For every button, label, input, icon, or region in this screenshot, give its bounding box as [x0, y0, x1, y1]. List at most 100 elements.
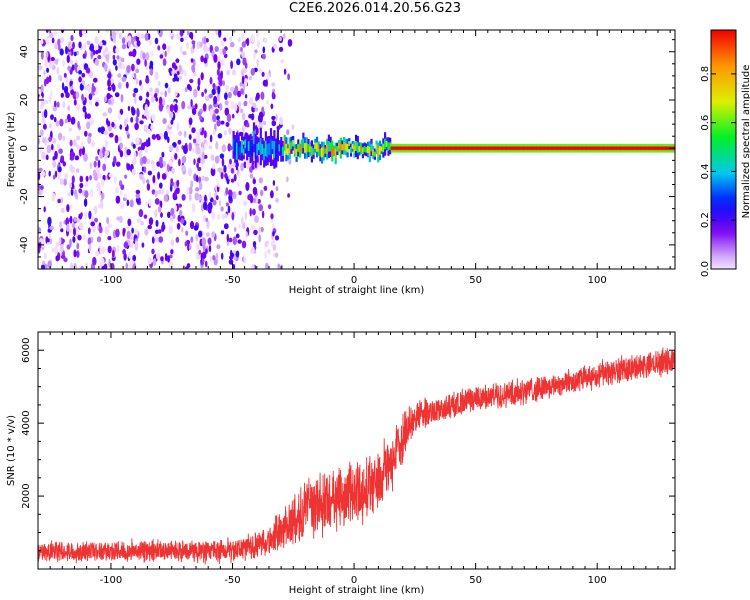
spectrogram-noise-cell [87, 227, 91, 235]
spectrogram-noise-cell [271, 120, 277, 127]
spectrogram-noise-cell [233, 250, 237, 255]
spectrogram-noise-cell [203, 36, 207, 45]
carrier-core [263, 148, 266, 161]
spectrogram-noise-cell [115, 30, 120, 36]
spectrogram-noise-cell [191, 108, 197, 115]
spectrogram-noise-cell [264, 241, 268, 248]
spectrogram-noise-cell [157, 189, 162, 195]
spectrogram-noise-cell [115, 186, 119, 194]
spectrogram-noise-cell [213, 54, 218, 63]
spectrogram-noise-cell [140, 33, 145, 39]
spectrogram-noise-cell [54, 43, 59, 50]
spectrogram-noise-cell [229, 41, 235, 48]
spectrogram-noise-cell [69, 151, 74, 159]
spectrogram-noise-cell [228, 194, 233, 202]
spectrogram-noise-cell [209, 134, 213, 143]
carrier-core [278, 144, 281, 152]
spectrogram-noise-cell [170, 119, 174, 125]
spectrogram-noise-cell [104, 46, 109, 53]
spectrogram-noise-cell [130, 260, 135, 265]
spectrogram-noise-cell [159, 54, 164, 59]
spectrogram-noise-cell [64, 173, 69, 178]
spectrogram-noise-cell [287, 73, 290, 81]
spectrogram-noise-cell [204, 46, 210, 52]
spectrogram-noise-cell [212, 129, 216, 136]
spectrogram-noise-cell [167, 255, 171, 263]
spectrogram-noise-cell [41, 118, 46, 124]
spectrogram-noise-cell [197, 111, 202, 117]
spectrogram-noise-cell [43, 252, 47, 260]
spectrogram-noise-cell [230, 252, 234, 258]
spectrogram-noise-cell [170, 239, 175, 247]
spectrogram-noise-cell [60, 92, 64, 98]
carrier-core [315, 142, 319, 152]
spectrogram-noise-cell [242, 67, 247, 74]
spectrogram-noise-cell [69, 215, 73, 224]
spectrogram-noise-cell [216, 214, 221, 220]
spectrogram-noise-cell [217, 75, 222, 82]
carrier-core [349, 147, 353, 154]
spectrogram-noise-cell [144, 59, 147, 67]
spectrogram-noise-cell [190, 180, 194, 188]
spectrogram-noise-cell [39, 238, 44, 243]
spectrogram-noise-cell [262, 120, 267, 126]
spectrogram-noise-cell [87, 85, 91, 92]
spectrogram-noise-cell [220, 172, 224, 180]
spectrogram-noise-cell [153, 258, 157, 266]
carrier-core [275, 146, 278, 160]
spectrogram-noise-cell [229, 145, 233, 151]
spectrogram-noise-cell [96, 236, 102, 243]
spectrogram-noise-cell [66, 223, 70, 232]
spectrogram-noise-cell [190, 99, 193, 107]
spectrogram-noise-cell [256, 40, 260, 48]
spectrogram-noise-cell [197, 40, 201, 47]
carrier-core [280, 143, 283, 155]
spectrogram-noise-cell [184, 87, 188, 92]
spectrogram-noise-cell [43, 70, 46, 76]
carrier-core [293, 147, 296, 154]
spectrogram-noise-cell [95, 101, 99, 107]
spectrogram-noise-cell [274, 235, 280, 241]
spectrogram-noise-cell [154, 87, 160, 95]
spectrogram-noise-cell [119, 150, 124, 158]
spectrogram-noise-cell [188, 134, 192, 140]
spectrogram-noise-cell [261, 71, 265, 77]
spectrogram-noise-cell [232, 263, 236, 269]
carrier-core [317, 145, 320, 153]
carrier-core [249, 142, 252, 156]
spectrogram-noise-cell [87, 237, 92, 246]
spectrogram-noise-cell [103, 263, 108, 269]
spectrogram-noise-cell [58, 236, 62, 246]
spectrogram-noise-cell [186, 187, 190, 195]
carrier-core [356, 142, 359, 153]
carrier-core [244, 139, 247, 149]
spectrogram-noise-cell [177, 214, 181, 222]
spectrogram-noise-cell [240, 108, 244, 114]
spectrogram-noise-cell [60, 155, 65, 162]
spectrogram-noise-cell [148, 39, 153, 46]
spectrogram-noise-cell [183, 70, 187, 77]
spectrogram-noise-cell [59, 221, 63, 229]
carrier-core [373, 151, 376, 157]
spectrogram-noise-cell [65, 45, 68, 55]
spectrogram-noise-cell [53, 31, 57, 37]
spectrogram-noise-cell [184, 36, 188, 41]
spectrogram-noise-cell [209, 197, 214, 203]
spectrogram-noise-cell [143, 166, 147, 174]
spectrogram-noise-cell [68, 50, 72, 56]
spectrogram-noise-cell [184, 241, 188, 247]
spectrogram-noise-cell [115, 47, 120, 54]
carrier-core [387, 142, 390, 151]
spectrogram-noise-cell [82, 53, 86, 59]
spectrogram-noise-cell [250, 68, 255, 76]
spectrogram-noise-cell [102, 246, 106, 255]
spectrogram-noise-cell [279, 116, 283, 126]
spectrogram-noise-cell [169, 30, 174, 37]
spectrogram-noise-cell [162, 43, 167, 50]
spectrogram-noise-cell [215, 252, 219, 260]
spectrogram-noise-cell [159, 156, 163, 165]
colorbar-tick-label: 0.8 [700, 66, 711, 82]
carrier-core [385, 141, 388, 147]
spectrogram-noise-cell [71, 175, 75, 184]
